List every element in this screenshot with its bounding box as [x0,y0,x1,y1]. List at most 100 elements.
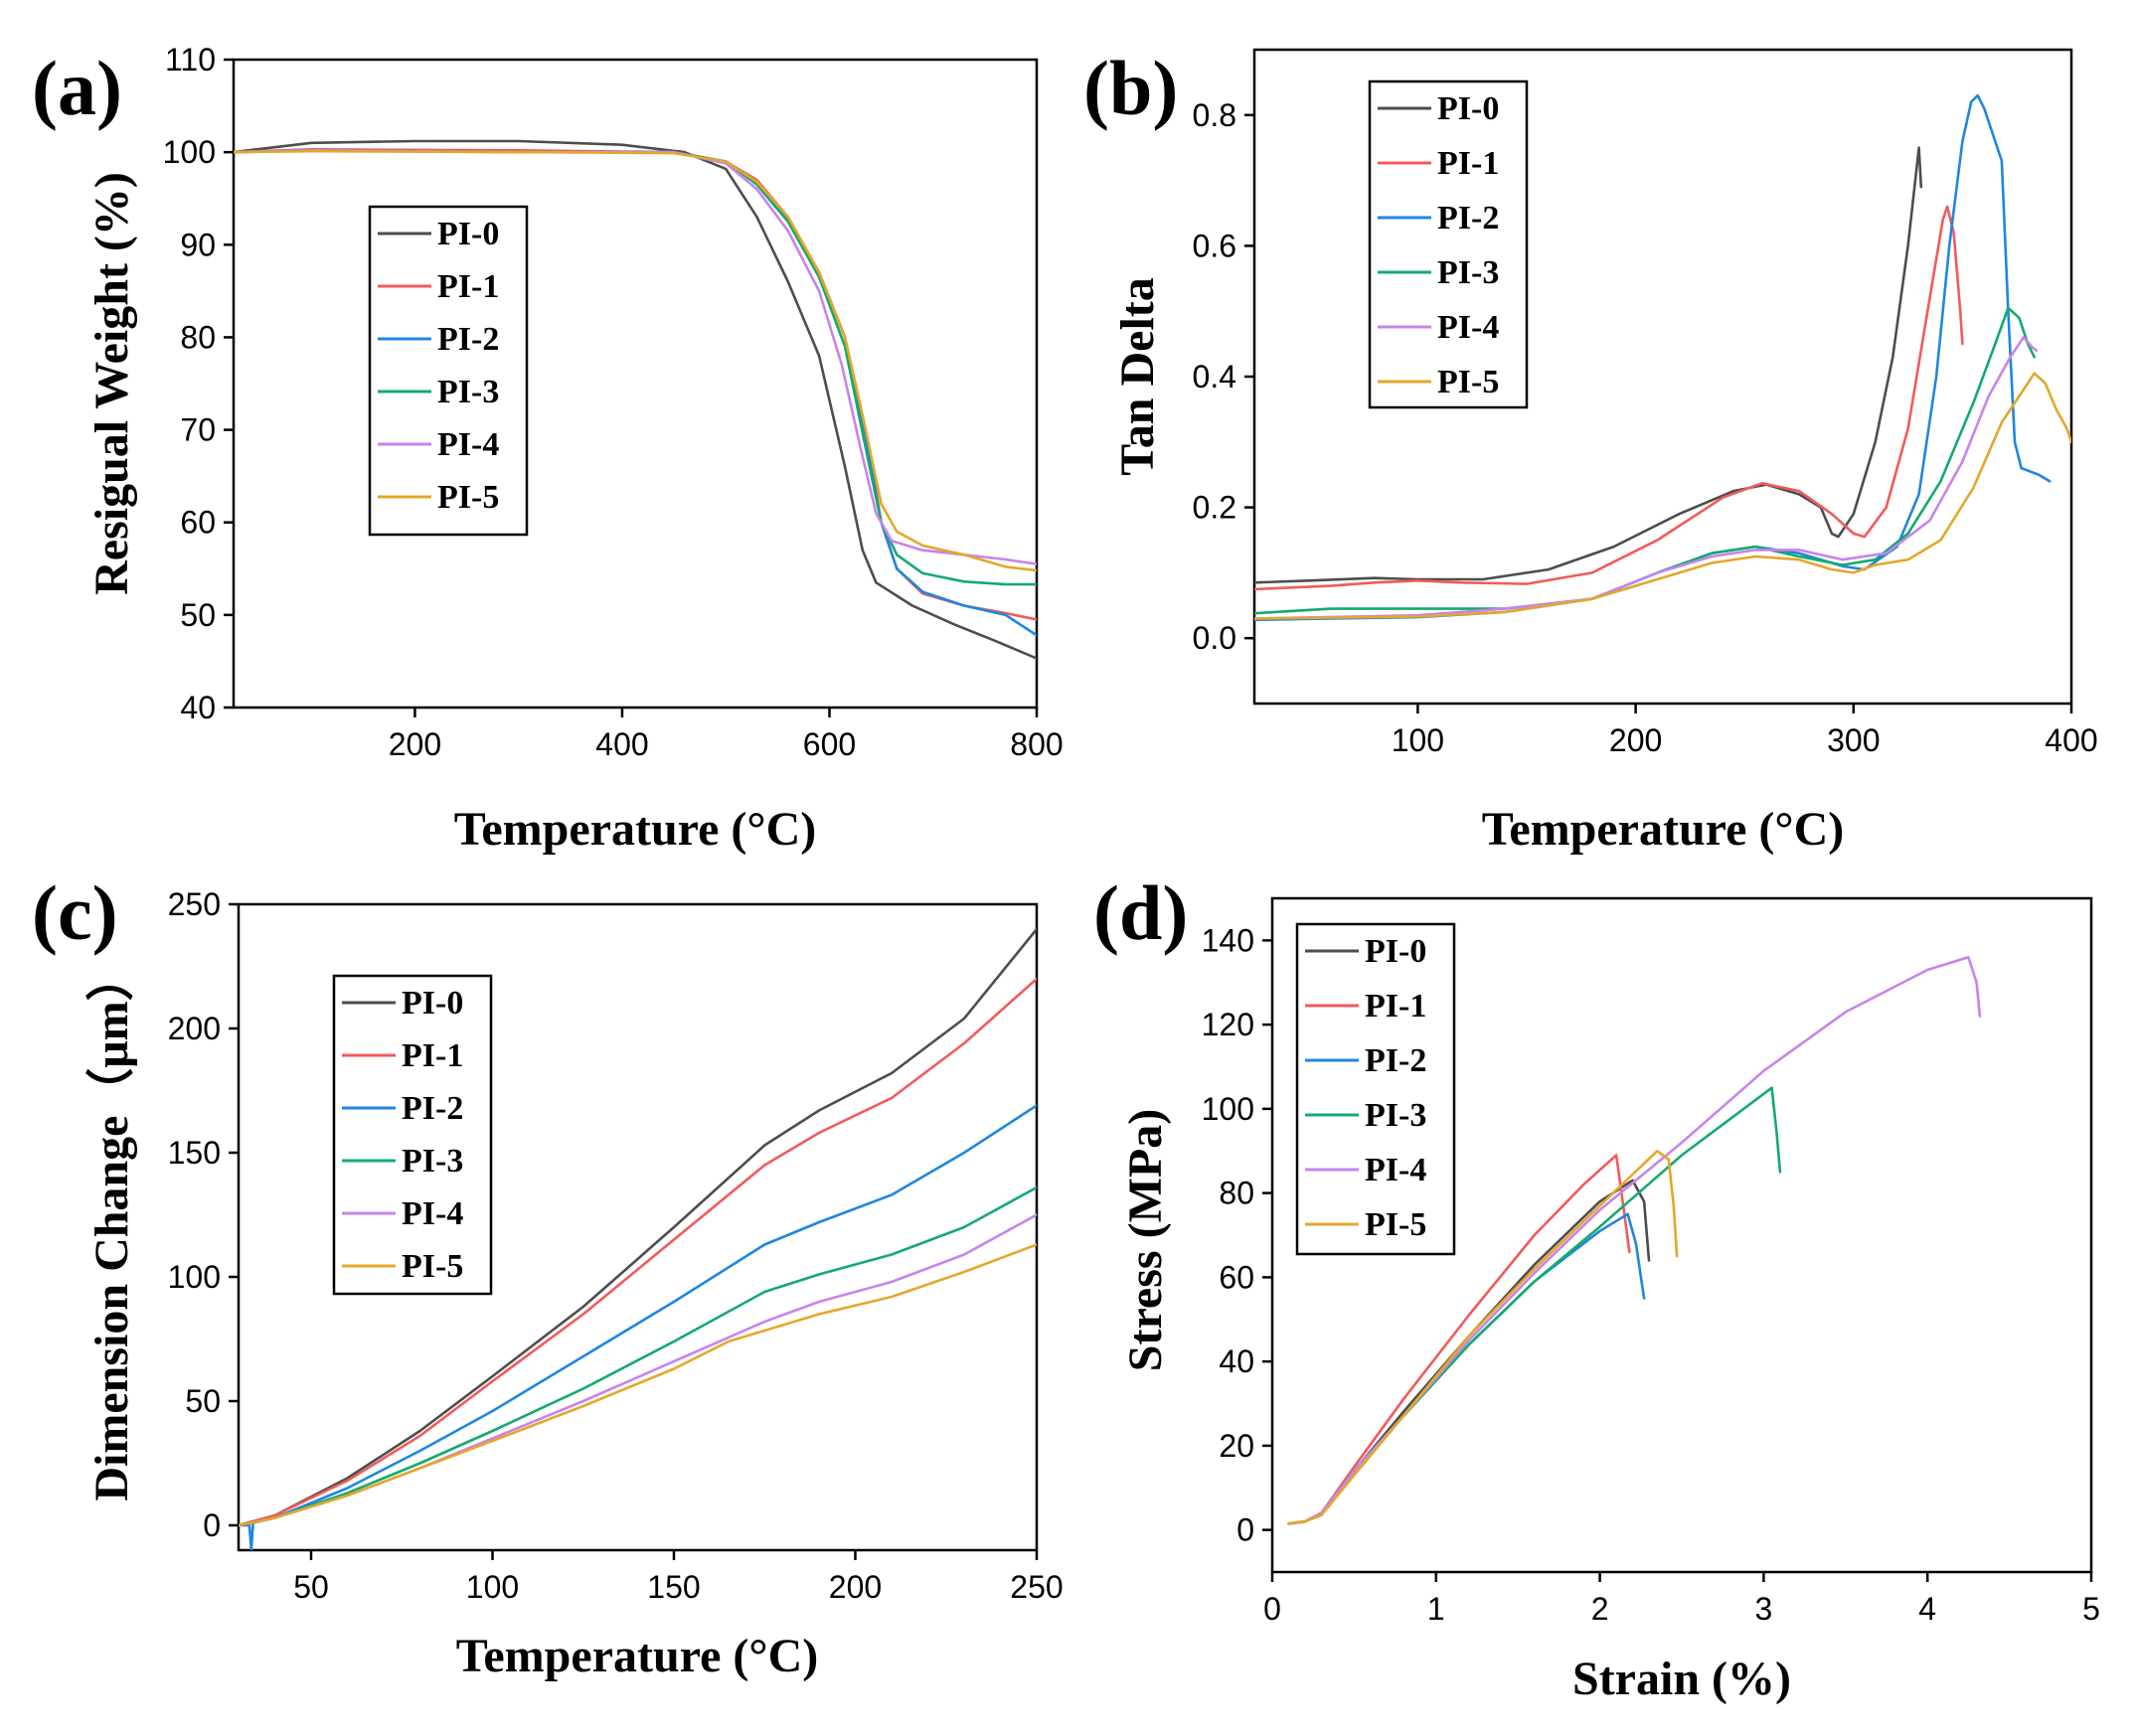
panel-b: (b) 100 200 300 400 0.0 0.2 0.4 0.6 0.8 Temperat… [1083,45,2098,856]
panel-a: (a) 200 400 600 800 40 50 60 70 80 90 100 110 Tempe… [32,42,1064,856]
y-tick-label-a: 90 [180,227,216,262]
y-tick-label-c: 0 [203,1507,221,1543]
legend-label-d: PI-2 [1365,1042,1426,1079]
series-line-pi-2-d [1287,1212,1646,1525]
panel-label-c: (c) [32,869,118,956]
panel-label-d: (d) [1093,869,1188,956]
x-tick-label-d: 3 [1755,1591,1773,1627]
series-line-pi-1-b [1254,205,1964,591]
legend-b: PI-0 PI-1 PI-2 PI-3 PI-4 PI-5 [1368,79,1529,409]
legend-d: PI-0 PI-1 PI-2 PI-3 PI-4 PI-5 [1295,922,1456,1256]
y-tick-label-b: 0.8 [1193,97,1236,133]
series-line-pi-0-c [239,927,1037,1527]
legend-label-a: PI-3 [437,374,499,410]
x-tick-label-c: 50 [293,1569,329,1605]
legend-c: PI-0 PI-1 PI-2 PI-3 PI-4 PI-5 [332,974,493,1296]
x-tick-label-c: 250 [1010,1569,1063,1605]
legend-label-c: PI-3 [402,1143,463,1180]
legend-label-b: PI-2 [1437,200,1499,237]
x-tick-label-c: 200 [829,1569,882,1605]
x-tick-label-a: 600 [803,726,856,762]
series-line-pi-3-c [239,1185,1037,1527]
y-tick-label-b: 0.2 [1193,490,1236,526]
x-tick-label-c: 100 [466,1569,519,1605]
y-axis-label-a: Resigual Weight (%) [85,172,138,595]
x-axis-label-a: Temperature (°C) [454,803,816,856]
legend-label-b: PI-5 [1437,364,1499,400]
x-tick-label-b: 200 [1609,722,1662,758]
legend-label-d: PI-1 [1365,988,1426,1025]
x-tick-label-d: 4 [1918,1591,1936,1627]
legend-box-b [1368,79,1529,409]
x-tick-label-b: 300 [1827,722,1880,758]
x-tick-label-c: 150 [647,1569,700,1605]
series-line-pi-2-b [1254,93,2052,622]
x-axis-label-b: Temperature (°C) [1482,803,1844,856]
legend-label-a: PI-4 [437,426,499,463]
y-tick-label-d: 0 [1236,1512,1254,1548]
y-tick-label-d: 100 [1202,1091,1254,1127]
y-tick-label-a: 50 [180,597,216,633]
series-line-pi-3-b [1254,306,2036,615]
legend-label-d: PI-5 [1365,1206,1426,1243]
y-tick-label-c: 200 [168,1011,221,1046]
y-tick-label-b: 0.4 [1193,359,1236,395]
series-line-pi-2-a [234,149,1037,637]
legend-label-c: PI-0 [402,985,463,1022]
series-line-pi-4-c [239,1213,1037,1527]
series-line-pi-4-d [1287,956,1982,1525]
y-tick-label-a: 100 [163,134,216,170]
series-line-pi-5-c [239,1243,1037,1527]
y-tick-label-a: 60 [180,505,216,541]
x-tick-label-a: 200 [389,726,441,762]
series-line-pi-4-a [234,149,1037,565]
legend-label-a: PI-1 [437,268,499,305]
y-tick-label-a: 40 [180,690,216,725]
legend-label-d: PI-0 [1365,933,1426,970]
y-tick-label-c: 100 [168,1259,221,1295]
legend-label-a: PI-5 [437,479,499,516]
plot-area-a [234,139,1037,660]
y-tick-label-a: 110 [165,42,216,78]
panel-c: (c) 50 100 150 200 250 0 50 100 150 200 250 Temper… [32,869,1064,1682]
series-line-pi-1-d [1287,1154,1631,1525]
y-tick-label-d: 140 [1202,922,1254,958]
legend-label-c: PI-4 [402,1195,463,1232]
legend-label-a: PI-2 [437,321,499,358]
plot-frame-b [1252,48,2073,706]
y-tick-label-d: 120 [1202,1007,1254,1042]
series-line-pi-5-d [1287,1150,1679,1525]
legend-a: PI-0 PI-1 PI-2 PI-3 PI-4 PI-5 [368,205,529,537]
y-tick-label-d: 20 [1219,1428,1254,1464]
legend-label-c: PI-5 [402,1248,463,1285]
series-line-pi-5-a [234,149,1037,572]
y-tick-label-b: 0.0 [1193,620,1236,656]
series-line-pi-0-a [234,139,1037,660]
y-axis-label-d: Stress (MPa) [1119,1109,1172,1371]
legend-box-a [368,205,529,537]
x-axis-label-c: Temperature (°C) [456,1630,818,1682]
legend-label-b: PI-1 [1437,145,1499,182]
series-line-pi-3-a [234,149,1037,586]
series-line-pi-3-d [1287,1086,1782,1525]
x-tick-label-d: 1 [1427,1591,1445,1627]
y-tick-label-b: 0.6 [1193,228,1236,263]
legend-label-d: PI-3 [1365,1097,1426,1134]
y-tick-label-d: 80 [1219,1176,1254,1211]
legend-label-d: PI-4 [1365,1152,1426,1188]
legend-label-b: PI-3 [1437,254,1499,291]
x-tick-label-b: 100 [1392,722,1444,758]
x-tick-label-a: 400 [595,726,648,762]
y-tick-label-a: 70 [180,412,216,448]
x-tick-label-d: 2 [1591,1591,1609,1627]
plot-frame-c [237,902,1039,1552]
series-line-pi-1-c [239,977,1037,1527]
legend-label-b: PI-0 [1437,90,1499,127]
x-tick-label-d: 0 [1263,1591,1281,1627]
y-tick-label-d: 60 [1219,1259,1254,1295]
panel-label-a: (a) [32,45,122,131]
plot-frame-a [232,58,1039,710]
y-tick-label-c: 250 [168,886,221,922]
